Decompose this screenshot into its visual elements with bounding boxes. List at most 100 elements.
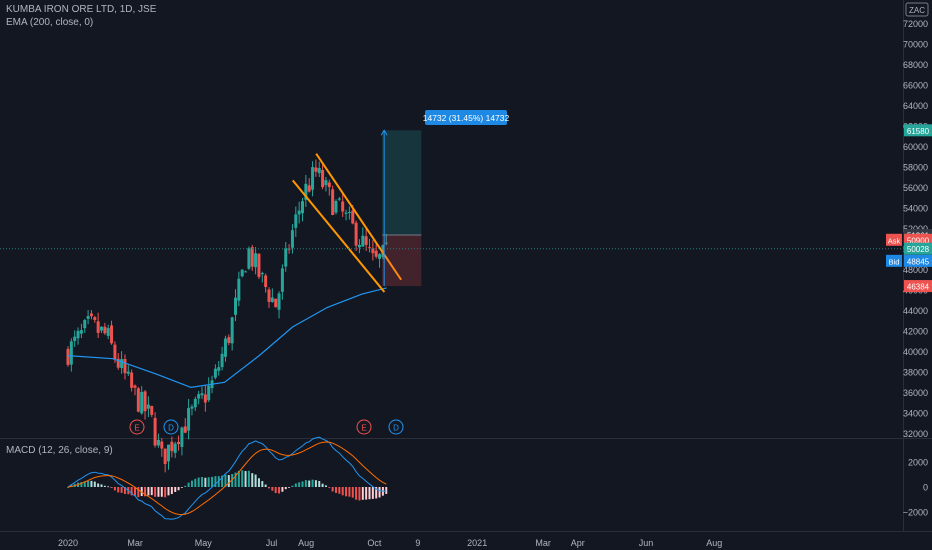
candle-body[interactable] — [304, 183, 308, 200]
currency-badge[interactable] — [905, 2, 929, 17]
target-tag[interactable] — [904, 124, 932, 137]
bid-chip[interactable] — [886, 254, 902, 267]
ask-chip[interactable] — [886, 233, 902, 246]
position-label-box[interactable] — [425, 110, 507, 125]
candle-body[interactable] — [321, 169, 325, 188]
channel-lower-line[interactable] — [291, 179, 386, 293]
macd-line[interactable] — [67, 436, 387, 520]
candle-body[interactable] — [317, 167, 321, 174]
candle-body[interactable] — [361, 235, 365, 247]
candle-body[interactable] — [123, 359, 127, 374]
candle-body[interactable] — [140, 391, 144, 414]
candle-body[interactable] — [197, 394, 201, 399]
candle-body[interactable] — [327, 182, 331, 188]
candle-body[interactable] — [110, 325, 114, 344]
candle-body[interactable] — [230, 317, 234, 344]
candle-body[interactable] — [126, 371, 130, 374]
candle-body[interactable] — [301, 201, 304, 214]
candle-body[interactable] — [267, 289, 271, 302]
candle-body[interactable] — [247, 248, 251, 269]
candle-body[interactable] — [324, 180, 328, 186]
candle-body[interactable] — [374, 250, 378, 257]
candle-body[interactable] — [76, 330, 80, 339]
candle-body[interactable] — [331, 189, 335, 216]
candle-body[interactable] — [274, 298, 278, 308]
candle-body[interactable] — [79, 330, 83, 334]
symbol-title[interactable]: KUMBA IRON ORE LTD, 1D, JSE — [6, 4, 157, 15]
signal-line[interactable] — [67, 441, 387, 516]
candle-body[interactable] — [89, 313, 93, 317]
candle-body[interactable] — [167, 444, 170, 462]
candle-body[interactable] — [150, 405, 154, 415]
candle-body[interactable] — [371, 248, 375, 254]
candle-body[interactable] — [66, 348, 70, 365]
candle-body[interactable] — [217, 367, 221, 371]
candle-body[interactable] — [133, 385, 137, 388]
candle-body[interactable] — [264, 275, 268, 287]
candle-body[interactable] — [250, 247, 254, 267]
position-target-zone[interactable] — [382, 130, 422, 236]
candle-body[interactable] — [347, 211, 351, 213]
candle-body[interactable] — [177, 441, 181, 445]
candle-body[interactable] — [334, 200, 338, 213]
candle-body[interactable] — [173, 443, 177, 453]
channel-upper-line[interactable] — [315, 153, 402, 281]
candle-body[interactable] — [153, 417, 157, 446]
mid-tag[interactable] — [904, 242, 932, 255]
candle-body[interactable] — [183, 426, 187, 433]
candle-body[interactable] — [290, 230, 294, 248]
candle-body[interactable] — [384, 242, 388, 244]
candle-body[interactable] — [234, 297, 237, 315]
candle-body[interactable] — [307, 185, 311, 192]
candle-body[interactable] — [277, 293, 281, 310]
candle-body[interactable] — [160, 441, 164, 449]
dividend-marker[interactable] — [163, 419, 179, 435]
candle-body[interactable] — [294, 214, 298, 228]
candle-body[interactable] — [257, 253, 261, 277]
macd-legend[interactable]: MACD (12, 26, close, 9) — [6, 445, 113, 456]
bid-tag[interactable] — [904, 254, 932, 267]
candle-body[interactable] — [190, 406, 194, 409]
candle-body[interactable] — [284, 248, 288, 267]
candle-body[interactable] — [378, 254, 382, 259]
candle-body[interactable] — [344, 212, 348, 214]
candle-body[interactable] — [86, 315, 90, 319]
candle-body[interactable] — [187, 408, 191, 431]
candle-body[interactable] — [364, 236, 368, 245]
candle-body[interactable] — [368, 247, 371, 249]
candle-body[interactable] — [83, 320, 87, 329]
candle-body[interactable] — [297, 210, 301, 215]
candle-body[interactable] — [254, 253, 258, 268]
candle-body[interactable] — [287, 248, 291, 250]
candle-body[interactable] — [200, 393, 204, 396]
candle-body[interactable] — [93, 317, 97, 321]
earnings-marker[interactable] — [356, 419, 372, 435]
candle-body[interactable] — [163, 448, 167, 464]
candle-body[interactable] — [180, 427, 184, 447]
candle-body[interactable] — [337, 198, 341, 200]
candle-body[interactable] — [106, 328, 110, 336]
candle-body[interactable] — [146, 404, 150, 409]
dividend-marker[interactable] — [388, 419, 404, 435]
candle-body[interactable] — [270, 297, 274, 303]
candle-body[interactable] — [357, 244, 361, 248]
candle-body[interactable] — [354, 222, 358, 246]
candle-body[interactable] — [220, 353, 224, 368]
stop-tag[interactable] — [904, 280, 932, 293]
candle-body[interactable] — [260, 273, 264, 275]
candle-body[interactable] — [116, 358, 120, 368]
position-stop-zone[interactable] — [382, 235, 422, 287]
candle-body[interactable] — [193, 398, 197, 408]
candle-body[interactable] — [311, 167, 315, 190]
candle-body[interactable] — [207, 385, 211, 401]
candle-body[interactable] — [244, 271, 248, 273]
candle-body[interactable] — [213, 368, 217, 378]
candle-body[interactable] — [73, 336, 77, 342]
candle-body[interactable] — [143, 391, 147, 412]
candle-body[interactable] — [156, 440, 160, 446]
candle-body[interactable] — [341, 201, 345, 212]
candle-body[interactable] — [223, 338, 227, 357]
candle-body[interactable] — [314, 167, 318, 172]
candle-body[interactable] — [351, 210, 355, 224]
